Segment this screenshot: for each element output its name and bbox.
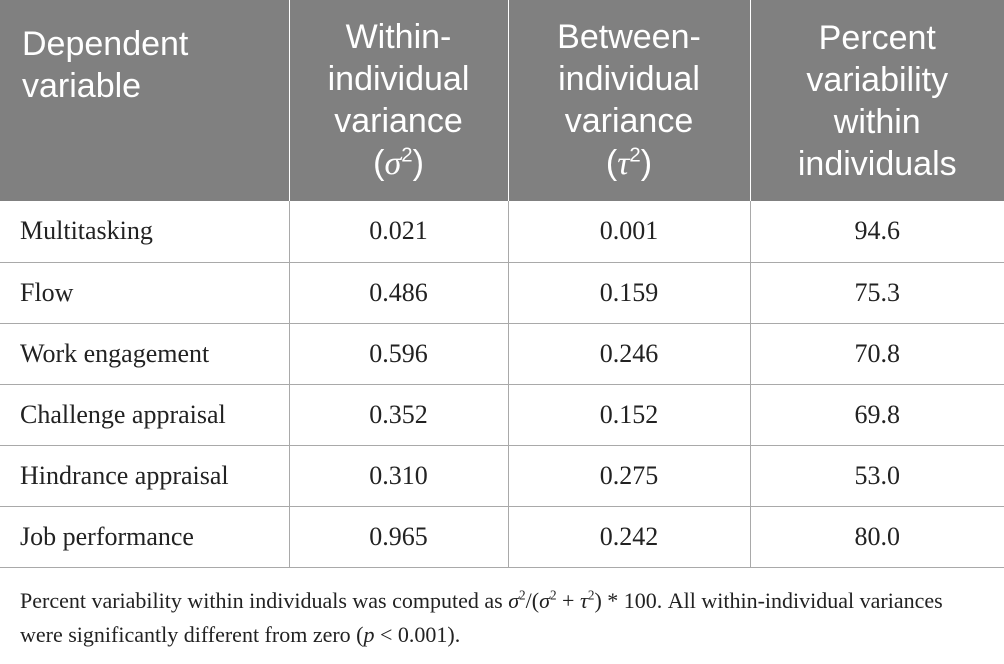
cell-percent: 80.0 [749,505,1004,568]
cell-variable: Multitasking [0,201,290,263]
footnote-p: p [363,622,375,647]
cell-percent: 94.6 [749,201,1004,263]
cell-within: 0.596 [288,322,509,385]
cell-percent: 69.8 [749,383,1004,446]
cell-within: 0.310 [288,444,509,507]
footnote-sigma: σ [508,588,520,613]
table-body: Multitasking 0.021 0.001 94.6 Flow 0.486… [0,201,1004,568]
variance-table: Dependent variable Within-individual var… [0,0,1004,568]
cell-percent: 53.0 [749,444,1004,507]
cell-variable: Challenge appraisal [0,383,290,446]
footnote-text-2: ) * 100. All within-individual variances… [20,588,943,647]
footnote-p-value: < 0.001). [374,622,461,647]
footnote-sigma-2: σ [539,588,550,613]
header-within-label: Within-individual variance [327,18,470,140]
table-row: Flow 0.486 0.159 75.3 [0,261,1004,324]
cell-between: 0.246 [507,322,751,385]
table-header: Dependent variable Within-individual var… [0,0,1004,201]
tau-symbol: τ [617,145,630,182]
header-within-variance: Within-individual variance (σ2) [288,0,508,201]
cell-percent: 75.3 [749,261,1004,324]
cell-between: 0.001 [507,201,751,263]
cell-within: 0.965 [288,505,509,568]
table-row: Multitasking 0.021 0.001 94.6 [0,201,1004,263]
header-percent-variability: Percent variability within individuals [749,0,1004,201]
table-row: Work engagement 0.596 0.246 70.8 [0,322,1004,385]
table-row: Job performance 0.965 0.242 80.0 [0,505,1004,568]
cell-variable: Work engagement [0,322,290,385]
header-dependent-variable: Dependent variable [0,0,289,201]
cell-percent: 70.8 [749,322,1004,385]
cell-between: 0.275 [507,444,751,507]
cell-variable: Hindrance appraisal [0,444,290,507]
cell-between: 0.152 [507,383,751,446]
cell-variable: Job performance [0,505,290,568]
cell-variable: Flow [0,261,290,324]
header-between-label: Between-individual variance [557,18,701,140]
table-row: Challenge appraisal 0.352 0.152 69.8 [0,383,1004,446]
cell-between: 0.242 [507,505,751,568]
sigma-symbol: σ [384,145,402,182]
cell-between: 0.159 [507,261,751,324]
cell-within: 0.486 [288,261,509,324]
footnote-text-1: Percent variability within individuals w… [20,588,509,613]
cell-within: 0.352 [288,383,509,446]
footnote-tau: τ [579,588,588,613]
table-row: Hindrance appraisal 0.310 0.275 53.0 [0,444,1004,507]
header-between-variance: Between-individual variance (τ2) [507,0,750,201]
cell-within: 0.021 [288,201,509,263]
table-footnote: Percent variability within individuals w… [20,587,943,647]
